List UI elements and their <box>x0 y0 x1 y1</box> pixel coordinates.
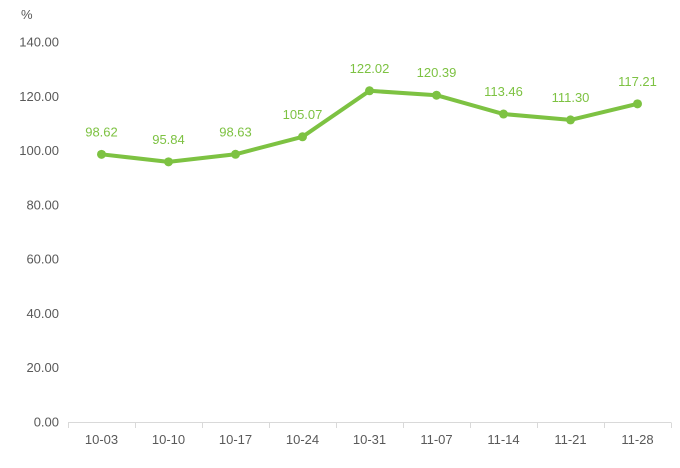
data-point-label: 105.07 <box>283 107 323 122</box>
y-axis-tick-label: 0.00 <box>34 415 59 430</box>
data-point-marker <box>432 90 441 100</box>
x-axis-tick-label: 10-03 <box>85 432 118 447</box>
data-point-marker <box>97 149 106 159</box>
y-axis-unit-label: % <box>21 7 33 22</box>
x-axis-tick-label: 10-31 <box>353 432 386 447</box>
data-point-marker <box>164 157 173 167</box>
y-axis-tick-label: 60.00 <box>26 252 59 267</box>
x-axis-tick-label: 10-10 <box>152 432 185 447</box>
data-point-label: 98.62 <box>85 124 118 139</box>
y-axis-tick-label: 80.00 <box>26 197 59 212</box>
data-point-label: 122.02 <box>350 61 390 76</box>
y-axis-tick-label: 120.00 <box>19 89 59 104</box>
data-point-label: 117.21 <box>618 74 657 89</box>
data-point-marker <box>566 115 575 125</box>
x-axis-tick-label: 10-24 <box>286 432 319 447</box>
data-point-label: 98.63 <box>219 124 252 139</box>
data-point-marker <box>499 109 508 119</box>
data-point-label: 95.84 <box>152 132 185 147</box>
data-point-label: 113.46 <box>484 84 523 99</box>
data-point-marker <box>633 99 642 109</box>
data-point-label: 111.30 <box>552 90 590 105</box>
data-point-label: 120.39 <box>417 65 457 80</box>
x-axis-tick-label: 11-14 <box>487 432 519 447</box>
data-point-marker <box>231 149 240 159</box>
data-point-marker <box>365 86 374 96</box>
y-axis-tick-label: 20.00 <box>26 360 59 375</box>
x-axis-tick-label: 11-28 <box>621 432 653 447</box>
y-axis-tick-label: 140.00 <box>19 35 59 50</box>
data-point-marker <box>298 132 307 142</box>
y-axis-tick-label: 40.00 <box>26 306 59 321</box>
y-axis-tick-label: 100.00 <box>19 143 59 158</box>
x-axis-tick-label: 10-17 <box>219 432 252 447</box>
x-axis-tick-label: 11-07 <box>420 432 452 447</box>
x-axis-tick-label: 11-21 <box>554 432 586 447</box>
